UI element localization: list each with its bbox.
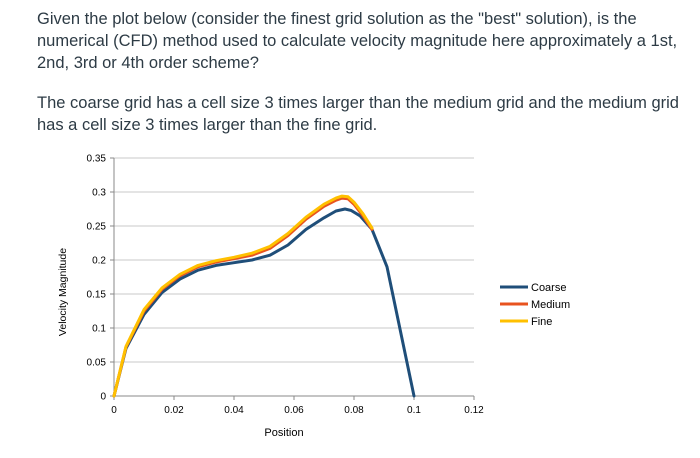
y-tick-label: 0.25 — [87, 222, 107, 233]
question-text: Given the plot below (consider the fines… — [37, 8, 687, 136]
legend-label-medium: Medium — [531, 299, 570, 311]
x-tick-label: 0.04 — [224, 405, 244, 416]
question-paragraph-2: The coarse grid has a cell size 3 times … — [37, 94, 679, 134]
y-tick-label: 0.2 — [92, 256, 106, 267]
x-tick-labels: 0 0.02 0.04 0.06 0.08 0.1 0.12 — [111, 405, 484, 416]
y-tick-label: 0.05 — [87, 358, 107, 369]
y-tick-label: 0.3 — [92, 188, 106, 199]
x-axis-label: Position — [264, 427, 303, 439]
chart-series — [112, 194, 416, 398]
y-axis-label: Velocity Magnitude — [57, 248, 69, 336]
y-tick-label: 0 — [100, 392, 106, 403]
question-paragraph-1: Given the plot below (consider the fines… — [37, 10, 678, 72]
x-tick-label: 0.08 — [344, 405, 364, 416]
series-line-coarse — [112, 207, 416, 398]
y-tick-labels: 0 0.05 0.1 0.15 0.2 0.25 0.3 0.35 — [87, 154, 107, 403]
x-tick-label: 0.06 — [284, 405, 304, 416]
x-tick-label: 0.1 — [407, 405, 421, 416]
x-tick-label: 0 — [111, 405, 117, 416]
series-line-fine — [112, 194, 374, 398]
y-tick-label: 0.35 — [87, 154, 107, 165]
y-tick-label: 0.1 — [92, 324, 106, 335]
legend-label-coarse: Coarse — [531, 282, 566, 294]
y-tick-label: 0.15 — [87, 290, 107, 301]
chart-axes — [110, 157, 475, 400]
x-tick-label: 0.12 — [464, 405, 484, 416]
legend-label-fine: Fine — [531, 316, 552, 328]
chart-gridlines — [114, 157, 474, 363]
chart-legend: Coarse Medium Fine — [500, 282, 570, 328]
x-tick-label: 0.02 — [164, 405, 184, 416]
